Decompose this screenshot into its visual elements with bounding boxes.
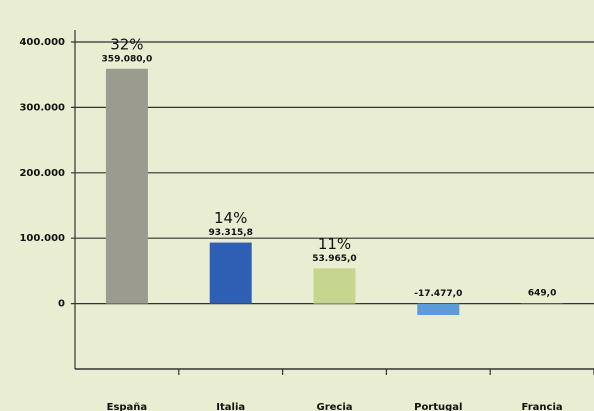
bar [313, 268, 356, 304]
value-label: 649,0 [528, 289, 556, 299]
y-tick-label: 0 [58, 299, 65, 310]
y-tick-label: 100.000 [19, 233, 65, 244]
value-label: 359.080,0 [102, 54, 153, 64]
bar [105, 68, 148, 304]
percent-label: 14% [214, 209, 247, 227]
x-tick-label: Portugal [414, 402, 462, 411]
value-label: 93.315,8 [208, 228, 252, 238]
bar [209, 242, 252, 304]
percent-label: 11% [318, 235, 351, 253]
value-label: 53.965,0 [312, 254, 356, 264]
x-tick-label: España [107, 402, 148, 411]
y-tick-label: 200.000 [19, 168, 65, 179]
percent-label: 32% [110, 35, 143, 53]
x-tick-label: Francia [522, 402, 563, 411]
bar [417, 303, 460, 316]
x-tick-label: Grecia [316, 402, 352, 411]
y-tick-label: 300.000 [19, 102, 65, 113]
x-tick-label: Italia [216, 402, 245, 411]
value-label: -17.477,0 [414, 289, 462, 299]
y-tick-label: 400.000 [19, 37, 65, 48]
